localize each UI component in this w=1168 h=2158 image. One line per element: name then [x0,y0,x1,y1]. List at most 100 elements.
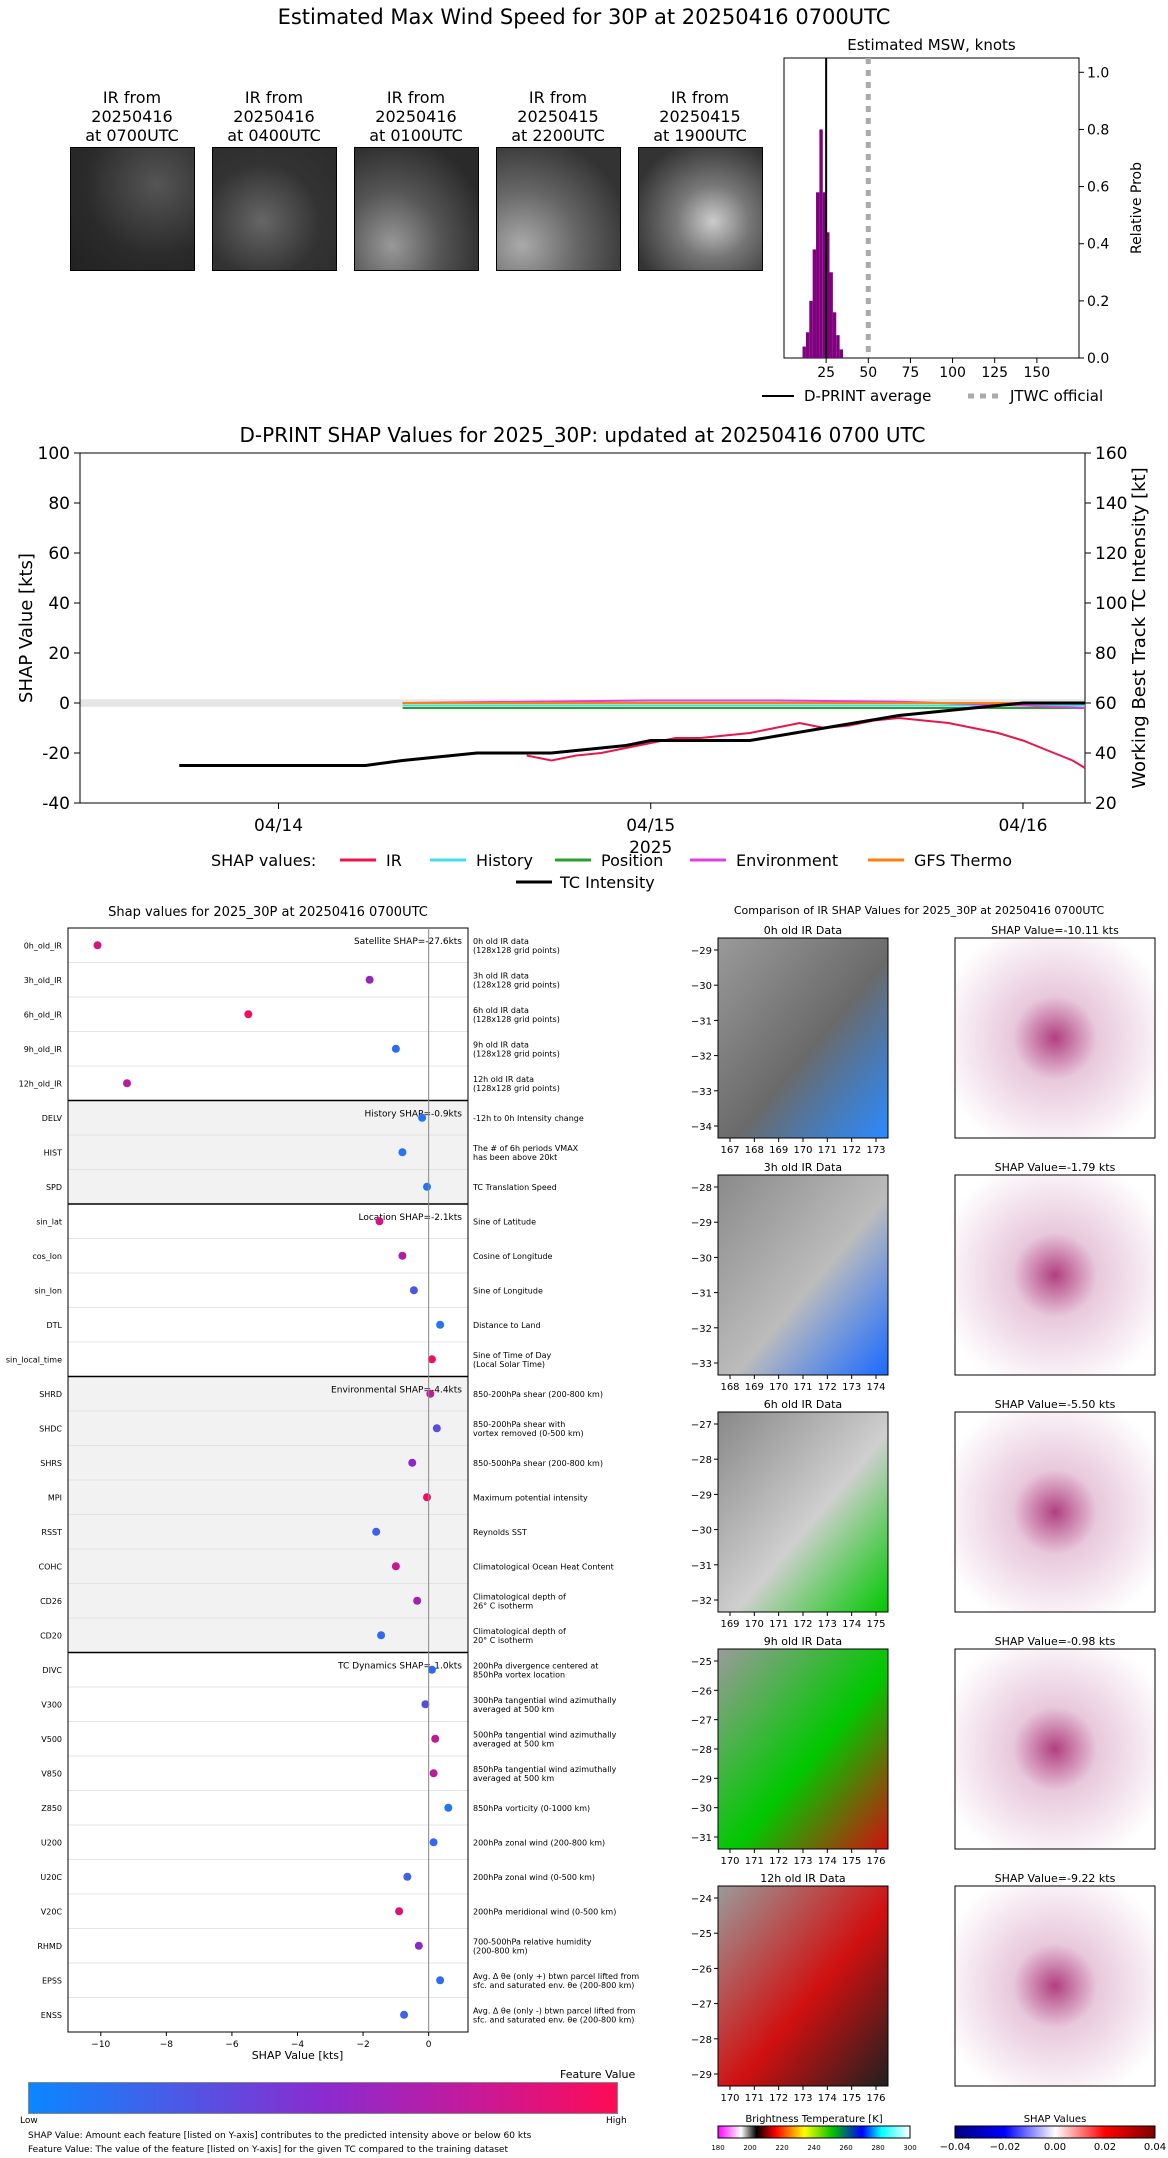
feature-description: Climatological depth of [473,1627,566,1636]
y-tick-label: −25 [691,1929,712,1940]
ir-panel-title: IR from 20250415 at 1900UTC [635,88,765,145]
feature-name: U200 [41,1838,62,1847]
y-tick-label: −29 [691,1218,712,1229]
legend-dprint-label: D-PRINT average [804,387,931,405]
feature-description: Climatological Ocean Heat Content [473,1562,614,1571]
feature-name: CD20 [40,1631,62,1640]
ir-shap-comparison: Comparison of IR SHAP Values for 2025_30… [691,904,1166,2153]
x-tick-label: −10 [91,2040,110,2050]
feature-point [375,1217,384,1226]
feature-point [398,1148,407,1157]
feature-value-colorbar [28,2082,618,2114]
histogram-bar [802,346,806,358]
feature-name: 0h_old_IR [24,941,63,950]
y-tick-label: −27 [691,2000,712,2011]
y-tick-label: −28 [691,1745,712,1756]
y-tick-label: −31 [691,1833,712,1844]
feature-name: SPD [46,1183,62,1192]
feature-description: 850hPa vortex location [473,1670,565,1679]
x-tick-label: 173 [866,1145,885,1156]
feature-description: 850hPa tangential wind azimuthally [473,1765,617,1774]
feature-description: has been above 20kt [473,1153,557,1162]
x-tick-label: 175 [866,1619,885,1630]
x-tick-label: 172 [769,2093,788,2104]
ir-panel-title: IR from 20250415 at 2200UTC [493,88,623,145]
x-tick-label: 100 [939,365,966,381]
x-tick-label: 174 [866,1382,885,1393]
y-tick-label: −30 [691,1253,712,1264]
shap-image [954,1648,1156,1850]
feature-description: (128x128 grid points) [473,946,560,955]
shap-row-title: SHAP Value=-0.98 kts [995,1635,1116,1648]
feature-description: (128x128 grid points) [473,1049,560,1058]
feature-description: 12h old IR data [473,1075,534,1084]
y2-tick-label: 160 [1095,444,1127,464]
histogram-bar [819,129,823,358]
bt-colorbar [717,2125,911,2139]
y-tick-label: −25 [691,1657,712,1668]
y-tick-label: 60 [48,544,70,564]
y-tick-label: 80 [48,494,70,514]
x-tick-label: 173 [793,2093,812,2104]
y-tick-label: −32 [691,1596,712,1607]
histogram-frame [783,57,1080,359]
feature-description: Sine of Time of Day [473,1351,552,1360]
ir-image [717,1885,889,2087]
x-tick-label: 170 [793,1145,812,1156]
x-tick-label: 04/14 [254,816,303,836]
x-tick-label: 25 [817,365,835,381]
feature-point [432,1424,441,1433]
shap-colorbar [954,2125,1156,2139]
feature-name: V20C [41,1907,63,1916]
y-tick-label: −29 [691,1490,712,1501]
y-tick-label: −33 [691,1359,712,1370]
shap-feature-chart: Shap values for 2025_30P at 20250416 070… [6,905,640,2062]
feature-description: 500hPa tangential wind azimuthally [473,1730,617,1739]
ir-panel-title-line: IR from [386,88,446,107]
feature-name: 3h_old_IR [24,976,63,985]
y-tick-label: −30 [691,981,712,992]
feature-name: 6h_old_IR [24,1010,63,1019]
x-tick-label: −6 [225,2040,239,2050]
y-tick-label: −29 [691,946,712,957]
ir-panel-title-line: 20250416 [375,107,457,126]
feature-name: CD26 [40,1597,62,1606]
feature-description: The # of 6h periods VMAX [472,1144,579,1153]
feature-description: 200hPa zonal wind (200-800 km) [473,1838,605,1847]
feature-description: sfc. and saturated env. θe (200-800 km) [473,2015,634,2024]
feature-description: 850hPa vorticity (0-1000 km) [473,1804,590,1813]
y-tick-label: −32 [691,1052,712,1063]
x-tick-label: 174 [842,1619,861,1630]
x-tick-label: 170 [720,2093,739,2104]
x-tick-label: 50 [859,365,877,381]
legend-label: History [476,851,533,870]
histogram-title: Estimated MSW, knots [847,36,1016,54]
feature-point [423,1182,432,1191]
feature-name: RSST [41,1528,62,1537]
feature-description: 20° C isotherm [473,1636,533,1645]
legend-label: Environment [736,851,838,870]
feature-description: 9h old IR data [473,1040,529,1049]
ir-panel-title: IR from 20250416 at 0100UTC [351,88,481,145]
feature-name: 9h_old_IR [24,1045,63,1054]
y-tick-label: -20 [42,744,70,764]
feature-name: DELV [42,1114,63,1123]
feature-name: DIVC [42,1666,62,1675]
feature-point [427,1355,436,1364]
shap-row-title: SHAP Value=-9.22 kts [995,1872,1116,1885]
feature-name: HIST [44,1148,62,1157]
y2-tick-label: 60 [1095,694,1117,714]
feature-point [403,1872,412,1881]
y-tick-label: −28 [691,1455,712,1466]
legend-jtwc-label: JTWC official [1009,387,1103,405]
y-tick-label: −26 [691,1686,712,1697]
ir-panel-title-line: IR from [244,88,304,107]
y-tick-label: 20 [48,644,70,664]
feature-description: 850-200hPa shear with [473,1420,565,1429]
y-tick-label: −31 [691,1016,712,1027]
feature-description: 700-500hPa relative humidity [473,1937,592,1946]
x-tick-label: 125 [981,365,1008,381]
feature-description: Avg. Δ θe (only -) btwn parcel lifted fr… [473,2006,636,2015]
y-tick-label: −30 [691,1804,712,1815]
x-tick-label: 171 [793,1382,812,1393]
